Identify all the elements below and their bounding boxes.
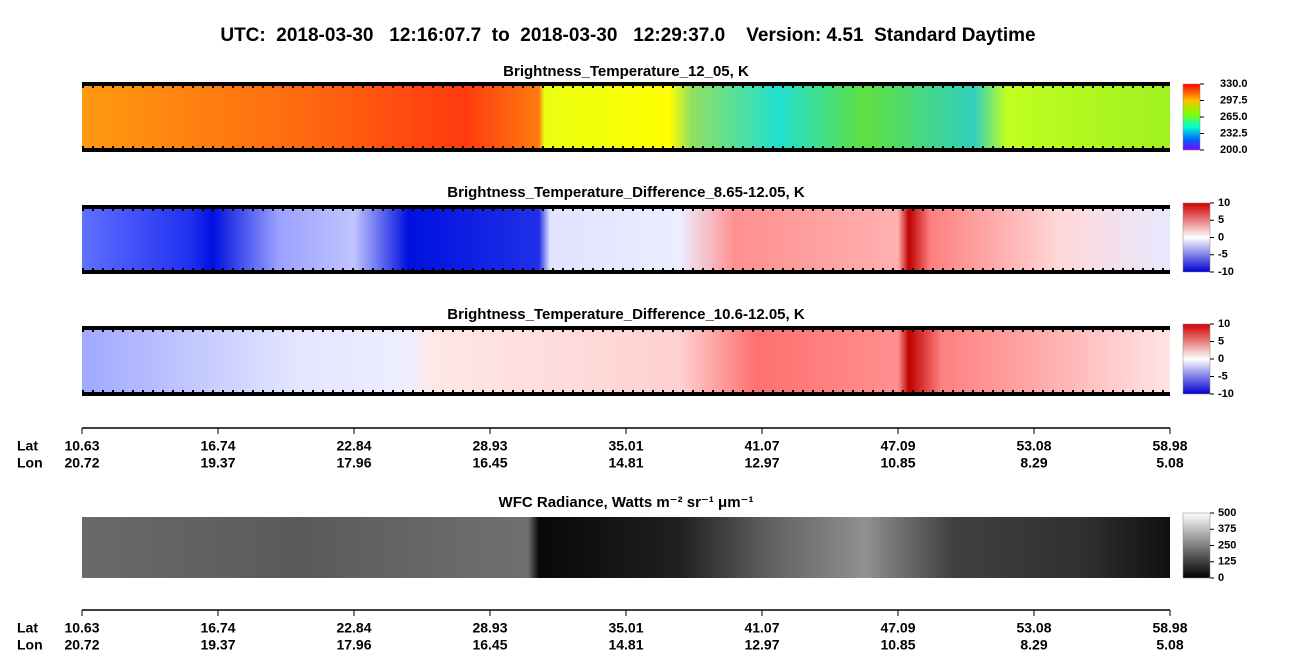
lon-value: 8.29: [1020, 455, 1047, 471]
lat-value: 35.01: [608, 620, 643, 636]
colorbar-tick-label: 297.5: [1220, 94, 1248, 106]
colorbar-tick-label: 125: [1218, 556, 1236, 568]
colorbar-tick-label: 265.0: [1220, 111, 1248, 123]
colorbar-tick-label: 10: [1218, 318, 1230, 330]
colorbar-tick-label: 200.0: [1220, 144, 1248, 156]
lat-value: 22.84: [336, 438, 371, 454]
colorbar-tick-label: 5: [1218, 335, 1224, 347]
lon-value: 14.81: [608, 455, 643, 471]
colorbar-tick-label: -5: [1218, 370, 1228, 382]
lon-value: 5.08: [1156, 637, 1183, 653]
lat-label: Lat: [17, 620, 38, 636]
lat-value: 41.07: [744, 620, 779, 636]
lon-value: 14.81: [608, 637, 643, 653]
lon-value: 20.72: [64, 637, 99, 653]
lat-value: 10.63: [64, 438, 99, 454]
page-title: UTC: 2018-03-30 12:16:07.7 to 2018-03-30…: [220, 25, 1035, 46]
image-strip: [82, 84, 1170, 150]
lon-value: 19.37: [200, 455, 235, 471]
lat-value: 41.07: [744, 438, 779, 454]
colorbar-tick-label: 232.5: [1220, 127, 1248, 139]
colorbar-tick-label: 10: [1218, 197, 1230, 209]
lon-value: 5.08: [1156, 455, 1183, 471]
lon-value: 17.96: [336, 455, 371, 471]
colorbar-tick-label: 0: [1218, 231, 1224, 243]
lon-value: 16.45: [472, 637, 507, 653]
lat-value: 28.93: [472, 620, 507, 636]
colorbar: [1182, 512, 1211, 579]
colorbar-tick-label: 375: [1218, 523, 1236, 535]
image-strip: [82, 328, 1170, 394]
lat-value: 53.08: [1016, 438, 1051, 454]
colorbar: [1182, 202, 1211, 273]
colorbar-tick-label: 0: [1218, 572, 1224, 584]
image-strip: [82, 517, 1170, 578]
panels: Brightness_Temperature_12_05, K 330.0 297.…: [17, 63, 1248, 653]
panel-title: Brightness_Temperature_Difference_8.65-1…: [447, 184, 805, 201]
lat-value: 47.09: [880, 438, 915, 454]
lon-label: Lon: [17, 455, 43, 471]
panel-title: Brightness_Temperature_Difference_10.6-1…: [447, 306, 805, 323]
colorbar-tick-label: 250: [1218, 539, 1236, 551]
image-strip: [82, 207, 1170, 272]
lat-value: 35.01: [608, 438, 643, 454]
colorbar-tick-label: -5: [1218, 249, 1228, 261]
lon-value: 20.72: [64, 455, 99, 471]
colorbar-tick-label: -10: [1218, 266, 1234, 278]
lat-value: 53.08: [1016, 620, 1051, 636]
lon-value: 12.97: [744, 637, 779, 653]
panel-title: WFC Radiance, Watts m⁻² sr⁻¹ μm⁻¹: [499, 494, 754, 511]
lon-label: Lon: [17, 637, 43, 653]
lat-value: 47.09: [880, 620, 915, 636]
panel-title: Brightness_Temperature_12_05, K: [503, 63, 749, 80]
lon-value: 17.96: [336, 637, 371, 653]
lat-value: 58.98: [1152, 438, 1187, 454]
colorbar: [1182, 323, 1211, 395]
colorbar-tick-label: 0: [1218, 353, 1224, 365]
lat-value: 28.93: [472, 438, 507, 454]
colorbar-tick-label: 500: [1218, 507, 1236, 519]
lon-value: 10.85: [880, 455, 915, 471]
lon-value: 12.97: [744, 455, 779, 471]
colorbar: [1182, 83, 1201, 151]
colorbar-tick-label: -10: [1218, 388, 1234, 400]
lat-value: 16.74: [200, 620, 235, 636]
lat-value: 10.63: [64, 620, 99, 636]
lon-value: 19.37: [200, 637, 235, 653]
lon-value: 16.45: [472, 455, 507, 471]
lat-value: 16.74: [200, 438, 235, 454]
lat-value: 58.98: [1152, 620, 1187, 636]
lat-label: Lat: [17, 438, 38, 454]
colorbar-tick-label: 330.0: [1220, 78, 1248, 90]
colorbar-tick-label: 5: [1218, 214, 1224, 226]
lon-value: 8.29: [1020, 637, 1047, 653]
lon-value: 10.85: [880, 637, 915, 653]
lat-value: 22.84: [336, 620, 371, 636]
